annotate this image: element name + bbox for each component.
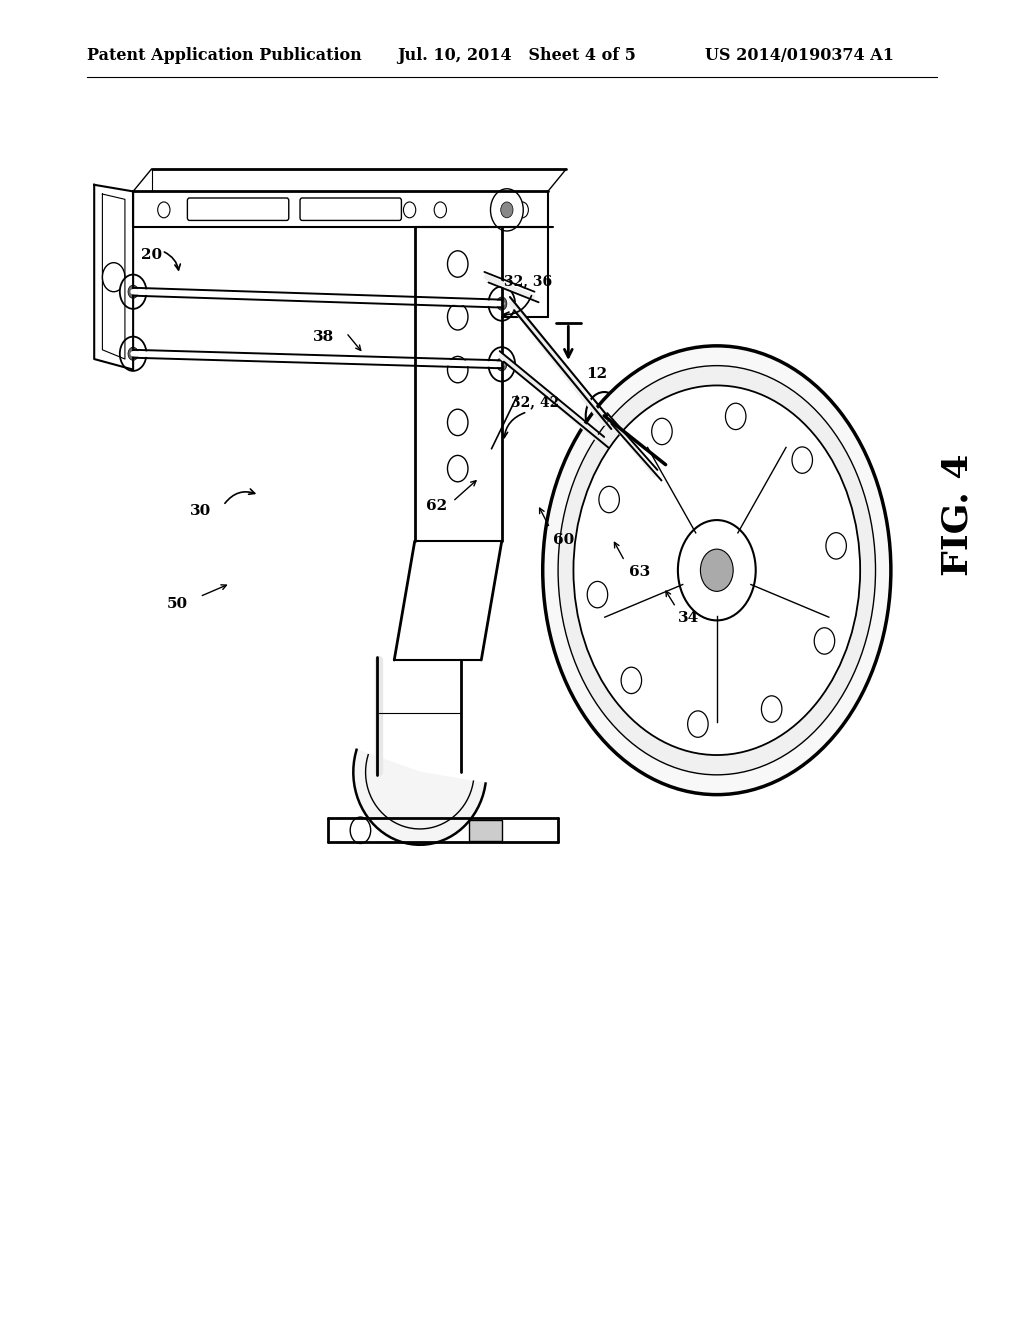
Circle shape <box>447 409 468 436</box>
Circle shape <box>700 549 733 591</box>
Circle shape <box>599 486 620 512</box>
Circle shape <box>501 202 513 218</box>
Circle shape <box>725 403 745 429</box>
Text: 38: 38 <box>313 330 334 345</box>
Text: 12: 12 <box>586 367 607 381</box>
Circle shape <box>586 392 623 440</box>
Text: 62: 62 <box>426 499 446 513</box>
Circle shape <box>497 358 507 371</box>
Polygon shape <box>94 185 133 370</box>
Text: FIG. 4: FIG. 4 <box>940 454 975 576</box>
Circle shape <box>120 275 146 309</box>
Text: 32, 42: 32, 42 <box>511 395 560 409</box>
Text: 63: 63 <box>629 565 650 579</box>
Circle shape <box>826 533 847 560</box>
Text: US 2014/0190374 A1: US 2014/0190374 A1 <box>705 48 894 63</box>
Text: 50: 50 <box>167 597 187 611</box>
Circle shape <box>128 285 138 298</box>
Circle shape <box>573 385 860 755</box>
Circle shape <box>128 347 138 360</box>
Text: Patent Application Publication: Patent Application Publication <box>87 48 361 63</box>
Circle shape <box>596 405 612 426</box>
Text: Jul. 10, 2014   Sheet 4 of 5: Jul. 10, 2014 Sheet 4 of 5 <box>397 48 636 63</box>
Circle shape <box>497 297 507 310</box>
Bar <box>469 820 502 841</box>
Circle shape <box>587 581 607 607</box>
Circle shape <box>447 251 468 277</box>
Circle shape <box>490 189 523 231</box>
Circle shape <box>814 628 835 655</box>
Circle shape <box>543 346 891 795</box>
Circle shape <box>678 520 756 620</box>
Text: 60: 60 <box>553 533 574 548</box>
Circle shape <box>558 366 876 775</box>
Circle shape <box>792 447 812 474</box>
Circle shape <box>762 696 782 722</box>
Polygon shape <box>353 750 485 845</box>
Circle shape <box>447 304 468 330</box>
Circle shape <box>651 418 672 445</box>
Circle shape <box>447 455 468 482</box>
Circle shape <box>622 667 642 693</box>
Circle shape <box>488 347 515 381</box>
Text: 20: 20 <box>141 248 162 263</box>
Text: 30: 30 <box>190 504 211 519</box>
Circle shape <box>447 356 468 383</box>
Text: 34: 34 <box>678 611 699 626</box>
Circle shape <box>688 711 709 738</box>
Circle shape <box>488 286 515 321</box>
Circle shape <box>120 337 146 371</box>
Text: 32, 36: 32, 36 <box>505 273 552 288</box>
